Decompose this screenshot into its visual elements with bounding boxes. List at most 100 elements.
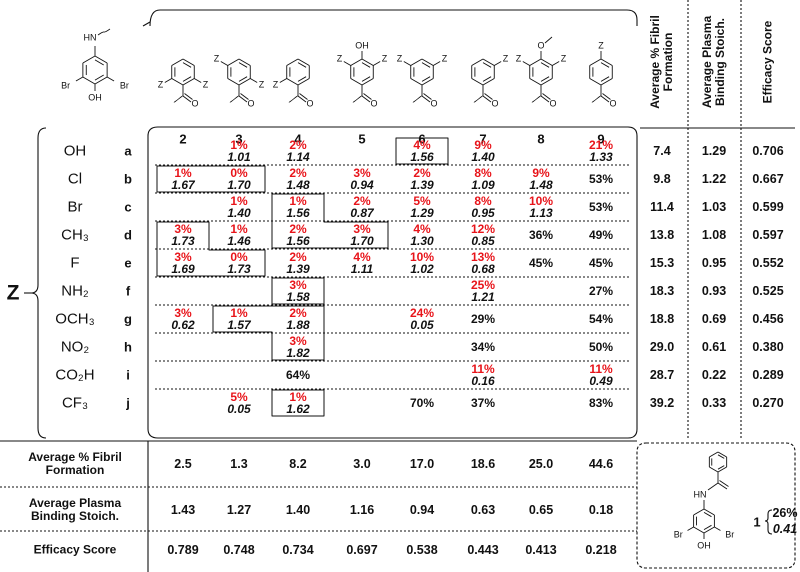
row-id: d [124,227,132,243]
atom-label: Br [673,529,683,540]
fibril-percent: 11% [589,362,613,376]
bond [540,58,553,66]
highlight-box [156,165,266,193]
bond [410,78,423,86]
bond [227,58,240,66]
substituent: OH [63,142,87,160]
atom-label: O [430,98,438,109]
binding-stoich: 0.94 [350,178,374,192]
bond [240,93,249,100]
row-summary: 18.3 [649,283,675,298]
bond [482,62,492,68]
fibril-percent: 1% [230,194,248,208]
fibril-percent: 3% [289,278,307,292]
row-summary: 15.3 [649,255,675,270]
fibril-percent: 1% [289,194,307,208]
bond [171,58,184,66]
bond [350,78,363,86]
bond [238,58,251,66]
column-id: 7 [479,131,487,147]
wavy-bond [352,95,363,103]
column-summary-value: 25.0 [528,456,554,471]
bond [540,62,550,68]
row-id: g [124,311,132,327]
bond [94,74,104,81]
atom-label: Z [560,53,567,64]
bond [544,36,553,44]
substituent: F [70,254,80,272]
wavy-bond [229,95,240,103]
side-header: Efficacy Score [760,20,775,104]
bond [82,76,96,85]
binding-stoich: 1.21 [471,290,495,304]
bond [361,58,374,66]
fibril-percent: 3% [289,334,307,348]
bond [471,78,484,86]
bond [529,78,542,86]
bond [238,76,248,82]
fibril-percent: 29% [470,312,496,326]
binding-stoich: 1.56 [286,206,310,220]
bond [540,78,553,86]
table-frame [147,126,638,439]
fibril-percent: 2% [289,306,307,320]
column-id: 5 [358,131,366,147]
bond [94,59,104,66]
bond [286,78,299,86]
atom-label: HN [83,32,97,43]
brace [149,9,638,27]
fibril-percent: 3% [174,306,192,320]
fibril-percent: 4% [413,138,431,152]
fibril-percent: 4% [353,250,371,264]
bond [297,58,310,66]
brace [764,509,773,535]
bond [238,95,248,103]
bond [227,78,240,86]
atom-label: Z [441,53,448,64]
binding-stoich: 1.46 [227,234,251,248]
bond [540,76,550,82]
bond [182,78,195,86]
column-summary-value: 0.734 [282,542,314,557]
bond [94,55,108,64]
fibril-percent: 1% [289,390,307,404]
fibril-percent: 34% [470,340,496,354]
binding-stoich: 1.70 [227,178,251,192]
fibril-percent: 1% [230,138,248,152]
bond [164,78,172,83]
bond [286,58,299,66]
row-summary: 39.2 [649,395,675,410]
bond [600,78,613,86]
bond [106,76,115,82]
binding-stoich: 1.58 [286,290,310,304]
row-summary: 29.0 [649,339,675,354]
binding-stoich: 1.70 [350,234,374,248]
fibril-percent: 3% [174,222,192,236]
bond [299,93,308,100]
bond [703,524,712,531]
bond [421,78,434,86]
bond [297,95,307,103]
bond [542,93,551,100]
wavy-bond [531,95,542,103]
binding-stoich: 0.05 [410,318,434,332]
binding-stoich: 0.85 [471,234,495,248]
substituent: CF₃ [61,394,89,412]
row-summary: 0.597 [752,227,784,242]
substituent: OCH₃ [55,310,95,328]
binding-stoich: 0.87 [350,206,374,220]
binding-stoich: 1.48 [286,178,310,192]
row-summary: 0.599 [752,199,784,214]
bond [714,526,721,531]
fibril-percent: 2% [289,222,307,236]
binding-stoich: 1.62 [286,402,310,416]
row-summary: 0.667 [752,171,784,186]
bond [589,58,602,66]
bond [600,76,610,82]
row-summary: 0.706 [752,143,784,158]
atom-label: HN [693,489,707,500]
bond [363,93,372,100]
row-summary: 0.61 [701,339,727,354]
